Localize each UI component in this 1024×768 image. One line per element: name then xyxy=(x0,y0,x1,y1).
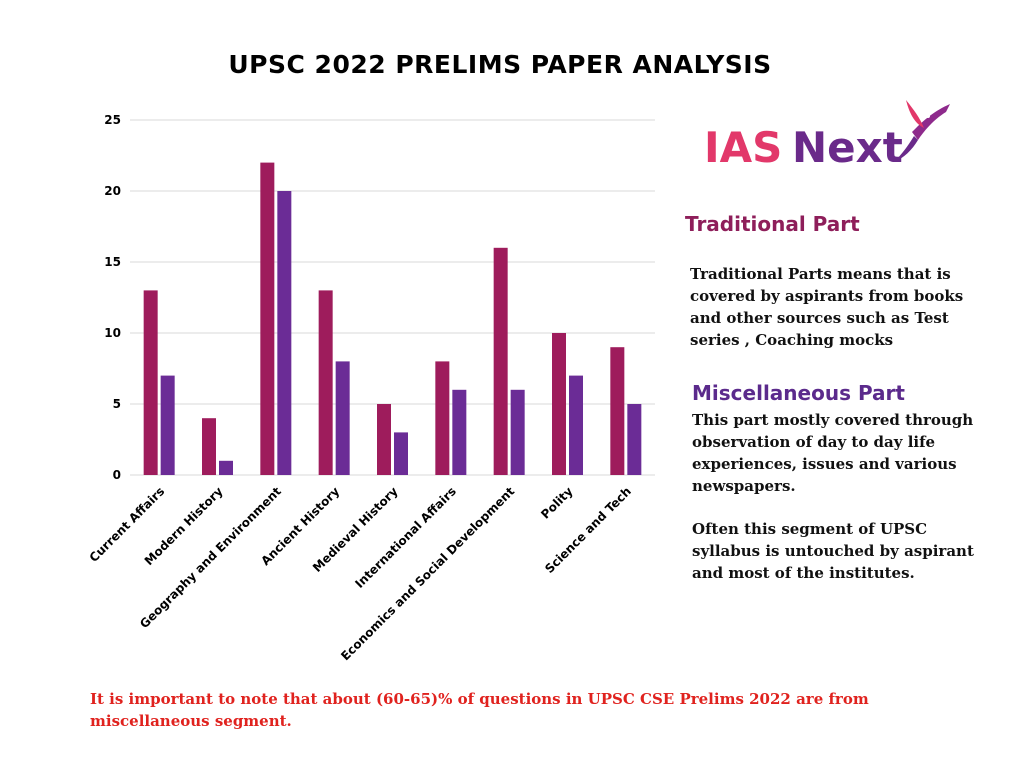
bar xyxy=(435,361,450,475)
logo-ias-text: IAS xyxy=(704,123,782,172)
y-tick-label: 5 xyxy=(113,397,121,411)
ias-next-logo: IAS Next xyxy=(704,100,950,172)
page-title: UPSC 2022 PRELIMS PAPER ANALYSIS xyxy=(228,50,772,79)
traditional-part-heading: Traditional Part xyxy=(685,212,860,236)
bar xyxy=(377,404,391,475)
bar xyxy=(569,375,583,475)
bar xyxy=(452,389,467,475)
bar xyxy=(277,191,292,475)
footnote: It is important to note that about (60-6… xyxy=(90,690,869,730)
x-category-label: International Affairs xyxy=(352,484,459,591)
bar xyxy=(260,162,275,475)
bar xyxy=(219,460,233,475)
y-tick-label: 20 xyxy=(104,184,121,198)
miscellaneous-part-text: This part mostly covered through observa… xyxy=(692,411,974,495)
hummingbird-icon xyxy=(894,100,950,162)
bar xyxy=(202,418,216,475)
bar xyxy=(143,290,158,475)
y-tick-label: 0 xyxy=(113,468,121,482)
logo-next-text: Next xyxy=(792,123,903,172)
bar xyxy=(160,375,175,475)
bar xyxy=(627,404,642,475)
y-tick-label: 15 xyxy=(104,255,121,269)
y-tick-label: 10 xyxy=(104,326,121,340)
y-tick-label: 25 xyxy=(104,113,121,127)
miscellaneous-part-heading: Miscellaneous Part xyxy=(692,381,905,405)
bar xyxy=(318,290,333,475)
bar xyxy=(610,347,625,475)
x-category-label: Polity xyxy=(538,484,575,521)
bar xyxy=(552,333,566,475)
bar xyxy=(510,389,525,475)
bar xyxy=(394,432,408,475)
miscellaneous-part-note: Often this segment of UPSC syllabus is u… xyxy=(692,520,974,582)
traditional-part-text: Traditional Parts means that is covered … xyxy=(690,265,964,349)
bar xyxy=(493,247,508,475)
bar xyxy=(335,361,350,475)
